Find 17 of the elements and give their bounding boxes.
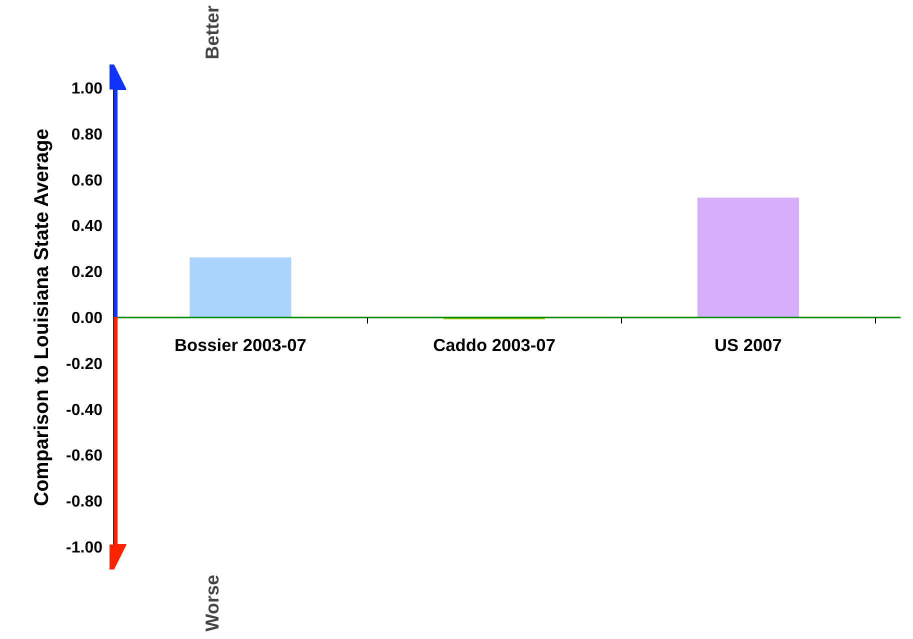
x-tick-label: Bossier 2003-07 [174,335,306,355]
y-tick-label: -0.60 [66,448,103,465]
text: Better [201,5,222,60]
y-tick-label: -0.40 [66,402,103,419]
x-tick-label: US 2007 [714,335,782,355]
y-tick-label: 0.20 [71,264,103,282]
text: Worse [201,574,222,632]
y-tick-label: -0.80 [66,494,103,511]
y-axis-title: Comparison to Louisiana State Average [31,128,54,506]
y-tick-label: -1.00 [66,540,103,557]
y-tick-label: -0.20 [66,356,103,373]
y-tick-label: 1.00 [71,80,103,98]
y-tick-label: 0.40 [71,218,103,236]
y-tick-label: 0.00 [71,310,103,327]
y-tick-label: 0.60 [71,172,103,190]
y-tick-label: 0.80 [71,126,103,144]
x-tick-label: Caddo 2003-07 [433,335,556,355]
